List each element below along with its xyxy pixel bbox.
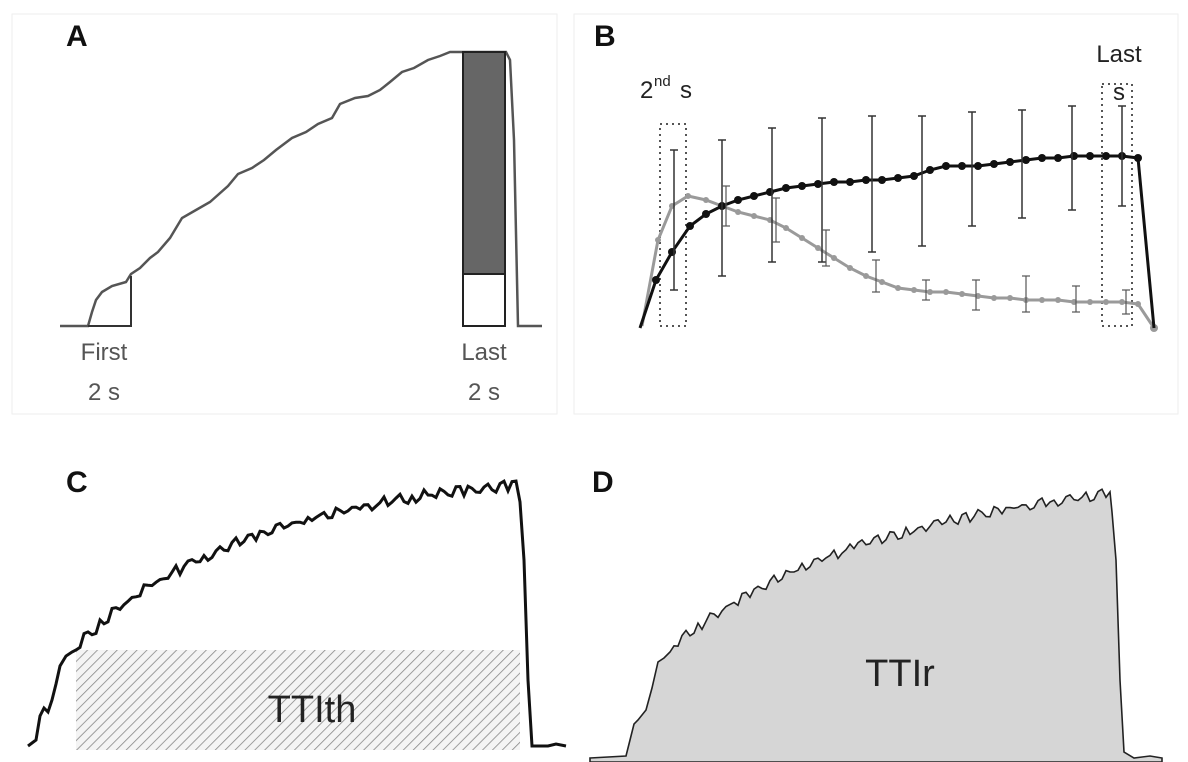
black-series-point: [926, 166, 934, 174]
black-series-point: [686, 222, 694, 230]
gray-series-point: [735, 209, 741, 215]
panel-d: TTIr D: [589, 440, 1188, 762]
gray-series-point: [911, 287, 917, 293]
gray-series-point: [799, 235, 805, 241]
gray-series-point: [1087, 299, 1093, 305]
black-series-point: [910, 172, 918, 180]
gray-series-point: [863, 273, 869, 279]
panel-a-frame: [11, 13, 558, 415]
black-series-point: [830, 178, 838, 186]
panel-b-figure: 2 nd s Last s: [573, 13, 1179, 415]
gray-series-point: [783, 225, 789, 231]
gray-series-point: [685, 193, 691, 199]
black-series-point: [1054, 154, 1062, 162]
gray-series-point: [751, 213, 757, 219]
black-series-point: [894, 174, 902, 182]
black-series-point: [1038, 154, 1046, 162]
gray-series-line: [640, 194, 1156, 329]
black-series-point: [1102, 152, 1110, 160]
gray-series-point: [847, 265, 853, 271]
gray-series-point: [815, 245, 821, 251]
panel-c-label: C: [66, 466, 88, 499]
gray-series-point: [943, 289, 949, 295]
gray-series-point: [1103, 299, 1109, 305]
panel-b-frame: [573, 13, 1179, 415]
second-s-superscript: nd: [654, 73, 671, 90]
black-series-point: [702, 210, 710, 218]
black-series-point: [734, 196, 742, 204]
gray-series-point: [927, 289, 933, 295]
gray-series-point: [831, 255, 837, 261]
ttith-hatched-area: [76, 650, 520, 750]
black-series-point: [974, 162, 982, 170]
panel-b-label: B: [594, 20, 616, 53]
black-series-point: [652, 276, 660, 284]
last-s-dotted-box: [1101, 83, 1133, 327]
panel-c-figure: TTIth: [27, 479, 567, 750]
first-2s-marker: [88, 276, 132, 327]
panel-d-label: D: [592, 466, 614, 499]
gray-series-point: [655, 237, 661, 243]
force-trace-c: [27, 479, 567, 748]
panel-a-figure: First 2 s Last 2 s: [11, 13, 558, 415]
panel-a: First 2 s Last 2 s A: [0, 0, 565, 420]
force-trace: [60, 50, 542, 328]
ttith-label: TTIth: [268, 689, 357, 731]
gray-series-point: [703, 197, 709, 203]
second-s-unit: s: [680, 77, 692, 104]
second-s-number: 2: [640, 77, 653, 104]
gray-series-point: [991, 295, 997, 301]
first-caption: First: [81, 339, 128, 366]
first-duration: 2 s: [88, 379, 120, 406]
panel-a-label: A: [66, 20, 88, 53]
black-series-point: [814, 180, 822, 188]
black-series-point: [782, 184, 790, 192]
black-series-point: [1134, 154, 1142, 162]
gray-series-point: [959, 291, 965, 297]
black-series-point: [862, 176, 870, 184]
black-series-point: [878, 176, 886, 184]
last-2s-bar-top: [462, 51, 506, 275]
gray-series-point: [895, 285, 901, 291]
black-series-point: [1006, 158, 1014, 166]
black-series-point: [1086, 152, 1094, 160]
ttir-label: TTIr: [865, 653, 935, 695]
last-2s-bar-bottom: [462, 273, 506, 327]
gray-series-point: [1039, 297, 1045, 303]
gray-series-point: [1007, 295, 1013, 301]
black-series-point: [668, 248, 676, 256]
gray-series-point: [1055, 297, 1061, 303]
black-series-point: [766, 188, 774, 196]
black-series-point: [1070, 152, 1078, 160]
black-series-point: [798, 182, 806, 190]
gray-series-point: [1135, 301, 1141, 307]
last-s-label-line2: s: [1113, 79, 1125, 106]
gray-series-point: [1119, 299, 1125, 305]
panel-c: TTIth C: [0, 440, 590, 762]
panel-d-figure: TTIr: [589, 488, 1163, 762]
black-series-point: [750, 192, 758, 200]
black-series-point: [1022, 156, 1030, 164]
gray-series-point: [879, 279, 885, 285]
black-series-point: [958, 162, 966, 170]
second-s-dotted-box: [659, 123, 687, 327]
panel-b: 2 nd s Last s B: [572, 0, 1184, 420]
ttir-filled-area: [589, 488, 1163, 762]
black-series-point: [990, 160, 998, 168]
black-series-point: [846, 178, 854, 186]
last-duration: 2 s: [468, 379, 500, 406]
black-series-point: [942, 162, 950, 170]
last-caption: Last: [461, 339, 507, 366]
last-s-label-line1: Last: [1096, 41, 1142, 68]
